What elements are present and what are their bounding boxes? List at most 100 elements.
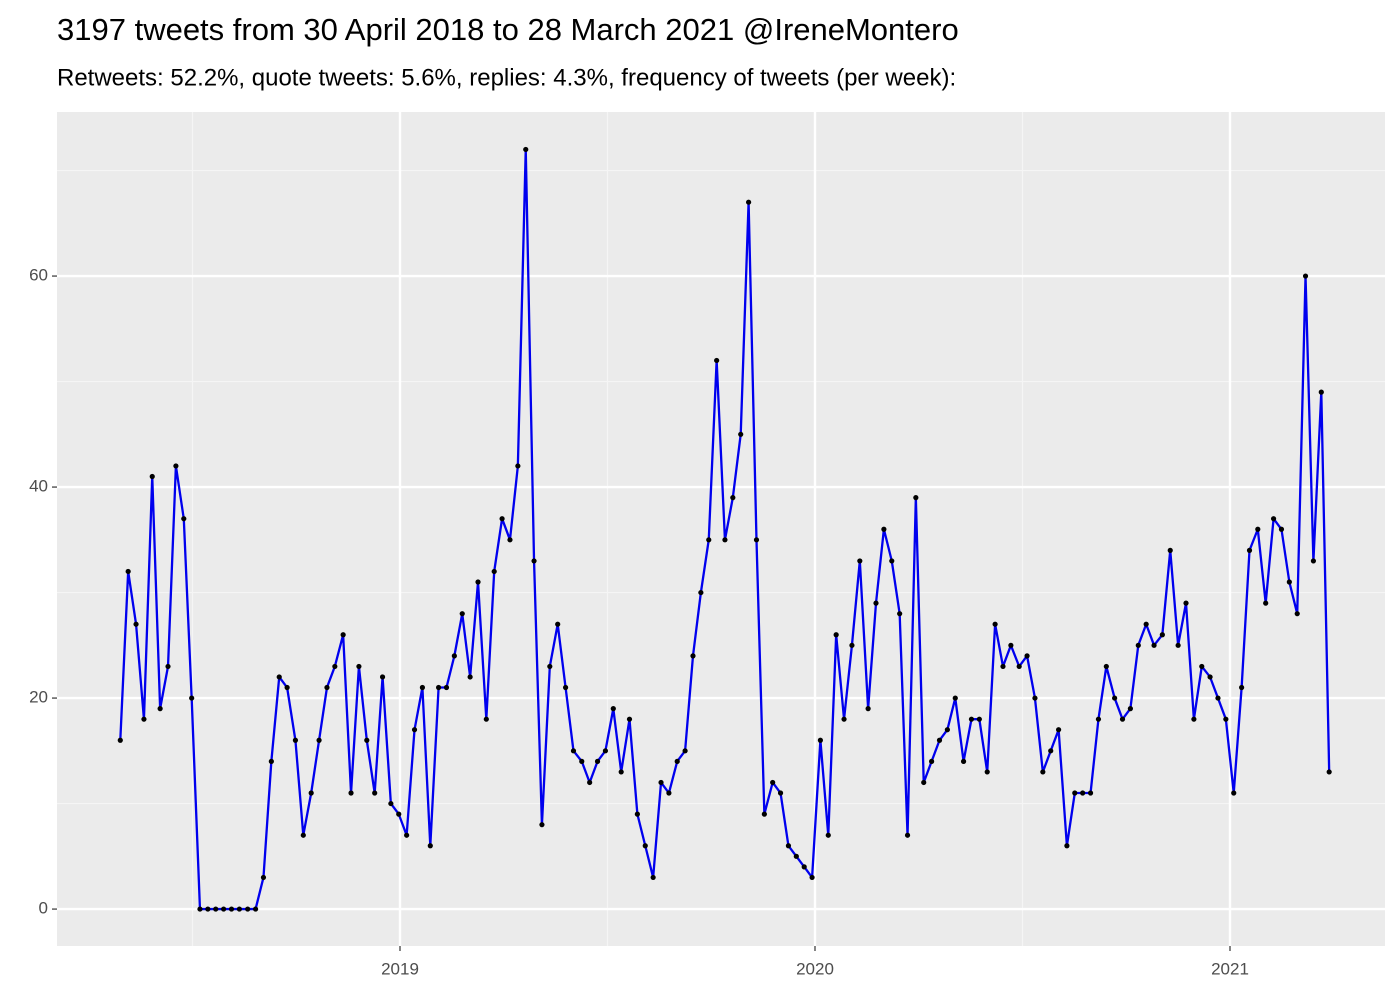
data-point xyxy=(1032,695,1038,701)
data-point xyxy=(929,758,935,764)
data-point xyxy=(1326,769,1332,775)
chart-title: 3197 tweets from 30 April 2018 to 28 Mar… xyxy=(57,12,959,47)
data-point xyxy=(761,811,767,817)
data-point xyxy=(364,737,370,743)
data-point xyxy=(960,758,967,764)
data-point xyxy=(634,811,640,817)
chart-subtitle: Retweets: 52.2%, quote tweets: 5.6%, rep… xyxy=(57,64,956,91)
data-point xyxy=(1183,600,1189,606)
data-point xyxy=(913,495,919,501)
data-point xyxy=(181,516,187,522)
data-point xyxy=(706,537,712,543)
x-tick-label: 2020 xyxy=(796,959,834,978)
data-point xyxy=(117,737,123,743)
data-point xyxy=(1048,748,1054,754)
data-point xyxy=(467,674,473,680)
data-point xyxy=(372,790,378,796)
data-point xyxy=(587,779,593,786)
data-point xyxy=(340,632,346,638)
data-point xyxy=(396,811,402,817)
data-point xyxy=(690,653,696,659)
data-point xyxy=(316,737,322,743)
data-point xyxy=(1191,716,1197,722)
data-point xyxy=(1159,632,1165,638)
data-point xyxy=(205,906,211,912)
data-point xyxy=(770,779,776,786)
data-point xyxy=(1143,621,1149,627)
data-point xyxy=(332,663,338,670)
data-point xyxy=(1119,716,1126,722)
plot-panel xyxy=(57,112,1385,946)
data-point xyxy=(921,779,927,786)
data-point xyxy=(817,737,823,743)
data-point xyxy=(1103,663,1109,670)
data-point xyxy=(427,843,433,849)
data-point xyxy=(825,832,831,838)
data-point xyxy=(404,832,410,838)
data-point xyxy=(1167,547,1173,553)
data-point xyxy=(658,779,664,786)
data-point xyxy=(308,790,314,796)
data-point xyxy=(268,758,274,764)
y-tick-label: 20 xyxy=(29,688,48,707)
data-point xyxy=(459,611,465,617)
data-point xyxy=(1215,695,1221,701)
data-point xyxy=(165,663,171,670)
data-point xyxy=(904,832,911,838)
data-point xyxy=(650,874,656,881)
data-point xyxy=(642,843,648,849)
data-point xyxy=(722,537,728,543)
data-point xyxy=(968,716,975,722)
data-point xyxy=(483,716,489,722)
data-point xyxy=(1270,516,1277,522)
data-point xyxy=(849,642,855,648)
data-point xyxy=(594,758,601,764)
data-point xyxy=(1056,727,1062,733)
data-point xyxy=(984,769,990,775)
data-point xyxy=(499,516,505,522)
data-point xyxy=(1016,663,1022,670)
data-point xyxy=(1095,716,1102,722)
data-point xyxy=(491,568,497,575)
data-point xyxy=(865,706,871,712)
data-point xyxy=(189,695,195,701)
data-point xyxy=(1286,579,1292,585)
data-point xyxy=(523,146,529,153)
data-point xyxy=(841,716,847,722)
data-point xyxy=(539,822,545,828)
data-point xyxy=(682,748,688,754)
data-point xyxy=(157,706,163,712)
data-point xyxy=(228,906,235,912)
data-point xyxy=(1246,547,1253,553)
data-point xyxy=(515,463,521,469)
data-point xyxy=(507,537,513,543)
data-point xyxy=(133,621,139,627)
y-tick-label: 60 xyxy=(29,266,48,285)
data-point xyxy=(698,589,704,596)
data-point xyxy=(547,663,553,670)
data-point xyxy=(745,199,752,205)
data-point xyxy=(1223,716,1229,722)
data-point xyxy=(1151,642,1157,648)
x-tick-label: 2019 xyxy=(381,959,419,978)
data-point xyxy=(562,684,569,691)
data-point xyxy=(149,473,155,480)
data-point xyxy=(777,790,784,796)
data-point xyxy=(976,716,982,722)
data-point xyxy=(236,906,242,912)
data-point xyxy=(753,537,760,543)
data-point xyxy=(881,526,887,532)
data-point xyxy=(952,695,958,701)
data-point xyxy=(738,431,744,437)
data-point xyxy=(833,632,839,638)
data-point xyxy=(300,832,306,838)
data-point xyxy=(1040,769,1046,775)
data-point xyxy=(793,853,799,859)
data-point xyxy=(1199,663,1205,670)
x-tick-label: 2021 xyxy=(1211,959,1249,978)
data-point xyxy=(714,357,720,364)
data-point xyxy=(897,611,903,617)
y-tick-label: 40 xyxy=(29,477,48,496)
data-point xyxy=(944,727,950,733)
